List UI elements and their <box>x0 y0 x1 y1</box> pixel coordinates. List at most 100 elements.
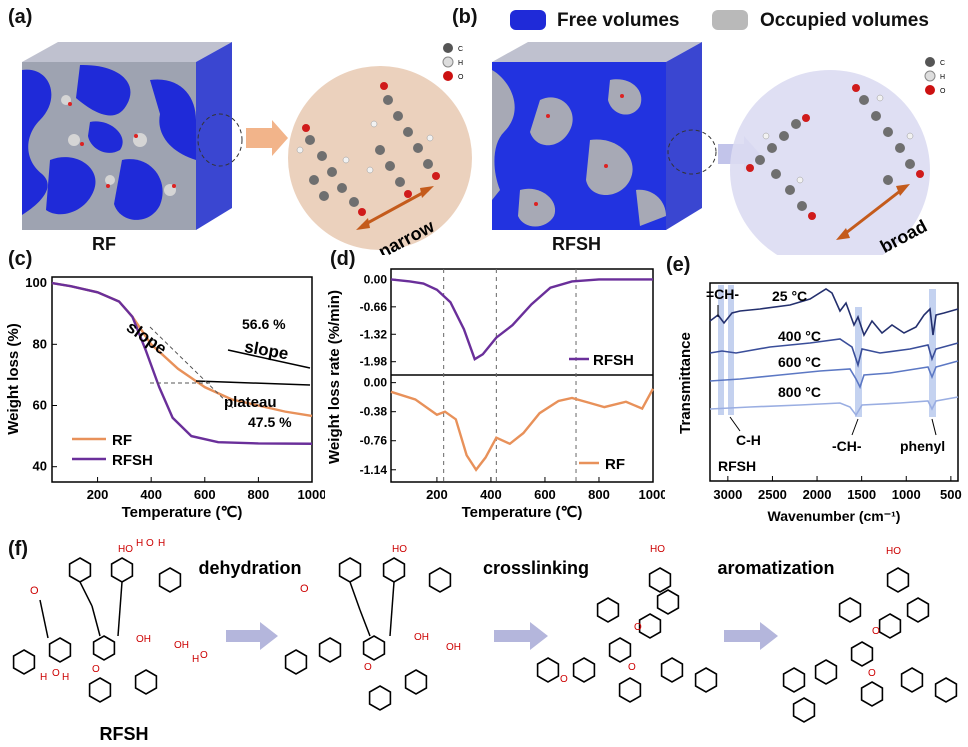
svg-text:H: H <box>136 538 143 549</box>
legend-free-volumes: Free volumes <box>557 10 680 31</box>
d-ytick-label: 0.00 <box>364 272 388 286</box>
rf-volume-cube <box>22 42 232 230</box>
ftir-600 <box>709 360 959 390</box>
d-series-rf <box>390 388 655 472</box>
svg-text:O: O <box>628 662 636 673</box>
d-xtick-label: 800 <box>588 487 610 502</box>
svg-text:OH: OH <box>174 640 189 651</box>
e-ylabel: Transmittance <box>677 332 694 434</box>
panel-c-label: (c) <box>8 248 33 270</box>
c-xtick-label: 800 <box>248 487 270 502</box>
svg-text:OH: OH <box>446 642 461 653</box>
svg-text:O: O <box>300 583 309 595</box>
annot-slope-rf: slope <box>243 337 290 363</box>
panel-f-label: (f) <box>8 538 28 560</box>
d-ytick-label: -1.14 <box>360 463 388 477</box>
svg-text:O: O <box>200 650 208 661</box>
c-xlabel: Temperature (℃) <box>122 504 243 521</box>
annot-56-6: 56.6 % <box>242 316 286 332</box>
narrow-arrow <box>361 188 429 228</box>
molecule-dehydrated: O HO OH OH O <box>284 544 461 711</box>
d-ylabel: Weight loss rate (%/min) <box>326 290 343 464</box>
svg-text:O: O <box>364 662 372 673</box>
zoom-ellipse <box>197 113 243 167</box>
rf-slope-line <box>227 349 311 369</box>
d-xtick-label: 400 <box>480 487 502 502</box>
d-ytick-label: -0.66 <box>360 300 388 314</box>
rfsh-molecular-chains <box>746 84 924 220</box>
svg-text:H: H <box>40 672 47 683</box>
svg-text:O: O <box>92 664 100 675</box>
svg-text:O: O <box>146 538 154 549</box>
e-xtick-label: 1500 <box>847 487 876 502</box>
minus-ch-arrow <box>851 418 859 436</box>
zoom-ellipse-b <box>667 129 717 175</box>
atom-legend-b: C H O <box>924 57 946 95</box>
e-xtick-label: 500 <box>940 487 962 502</box>
chart-e: 25 °C 400 °C 600 °C 800 °C =CH- C-H -CH-… <box>677 282 962 524</box>
panel-b-illustration: broad C H O <box>492 42 946 255</box>
svg-text:OH: OH <box>414 632 429 643</box>
annot-ch: C-H <box>736 432 761 448</box>
phenyl-arrow <box>931 418 937 436</box>
svg-text:C: C <box>458 46 463 53</box>
c-ylabel: Weight loss (%) <box>5 323 22 434</box>
svg-text:HO: HO <box>650 544 665 555</box>
ch-arrow <box>729 416 741 432</box>
svg-text:HO: HO <box>886 546 901 557</box>
panel-a-illustration: narrow C H O <box>22 42 472 255</box>
legend-d-rfsh: RFSH <box>593 352 634 369</box>
rfsh-molecule-label: RFSH <box>100 724 149 744</box>
d-ytick-label: -0.38 <box>360 405 388 419</box>
svg-text:O: O <box>30 585 39 597</box>
svg-text:O: O <box>868 668 876 679</box>
c-ytick-label: 80 <box>33 336 47 351</box>
label-25c: 25 °C <box>772 288 807 304</box>
ftir-25 <box>709 288 959 337</box>
label-400c: 400 °C <box>778 328 821 344</box>
arrow-aromatization <box>724 622 778 650</box>
c-xtick-label: 400 <box>140 487 162 502</box>
c-ytick-label: 40 <box>33 459 47 474</box>
svg-text:O: O <box>52 668 60 679</box>
d-xtick-label: 600 <box>534 487 556 502</box>
c-xtick-label: 600 <box>194 487 216 502</box>
occupied-volume-swatch <box>712 10 748 30</box>
legend-rf: RF <box>112 432 132 449</box>
legend-rfsh: RFSH <box>112 452 153 469</box>
molecule-aromatized: HO O O <box>782 546 958 723</box>
legend-d-rf: RF <box>605 456 625 473</box>
svg-text:H: H <box>62 672 69 683</box>
atom-legend-a: C H O <box>442 43 464 81</box>
svg-text:HO: HO <box>118 544 133 555</box>
ftir-400 <box>709 338 959 368</box>
svg-text:C: C <box>940 60 945 67</box>
svg-text:O: O <box>458 74 464 81</box>
plateau-line <box>195 380 311 386</box>
d-ytick-label: -1.98 <box>360 355 388 369</box>
broad-arrow <box>841 186 905 238</box>
svg-text:OH: OH <box>136 634 151 645</box>
d-ytick-label: 0.00 <box>364 376 388 390</box>
e-xtick-label: 2000 <box>803 487 832 502</box>
svg-text:H: H <box>458 60 463 67</box>
panel-b-label: (b) <box>452 6 478 28</box>
arrow-crosslinking <box>494 622 548 650</box>
svg-text:O: O <box>872 626 880 637</box>
panel-a-label: (a) <box>8 6 33 28</box>
d-xtick-label: 200 <box>426 487 448 502</box>
step-dehydration: dehydration <box>198 558 301 578</box>
d-ytick-label: -1.32 <box>360 327 388 341</box>
annot-eq-ch: =CH- <box>706 286 739 302</box>
svg-text:O: O <box>560 674 568 685</box>
slope-dash <box>149 326 235 410</box>
e-xtick-label: 1000 <box>892 487 921 502</box>
rf-molecular-chains <box>296 82 440 216</box>
rf-zoom-circle <box>288 66 472 250</box>
legend-occupied-volumes: Occupied volumes <box>760 10 929 31</box>
label-800c: 800 °C <box>778 384 821 400</box>
c-xtick-label: 200 <box>87 487 109 502</box>
